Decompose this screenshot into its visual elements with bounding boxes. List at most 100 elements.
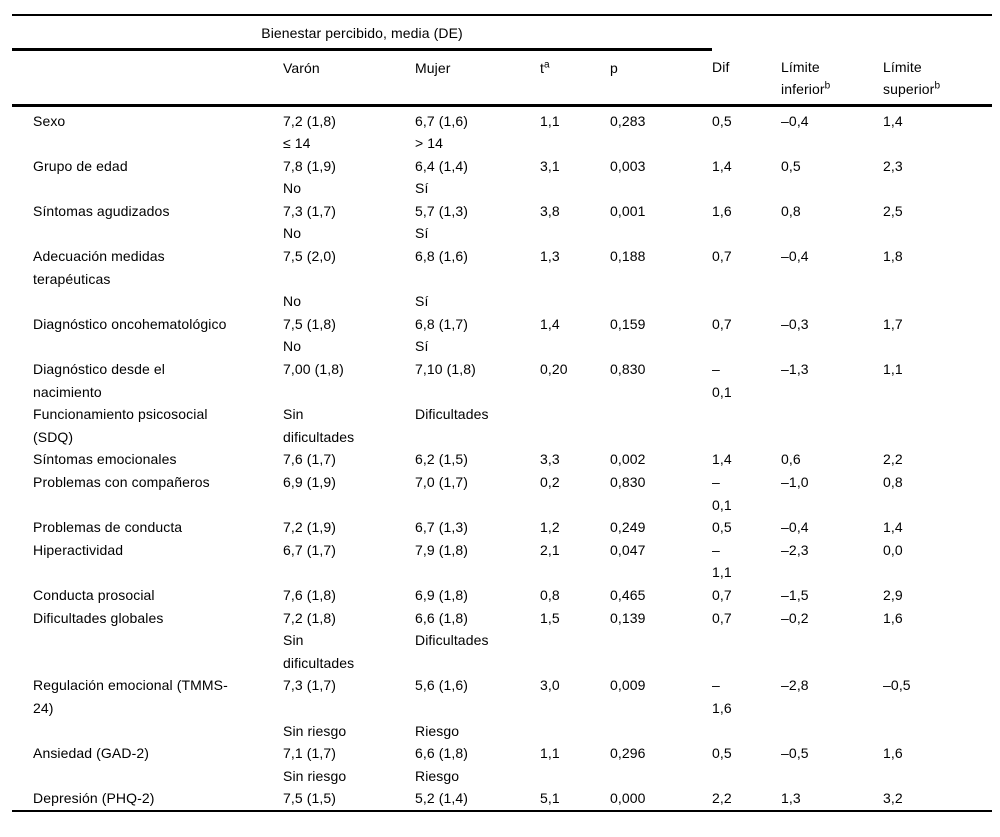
cell-p	[610, 177, 712, 200]
column-header-row: Varón Mujer ta p Dif Límite inferiorb Límite s…	[12, 49, 993, 107]
cell-mujer: Sí	[415, 225, 429, 242]
cell-limite-superior: 3,2	[883, 790, 903, 807]
cell-p: 0,047	[610, 541, 646, 558]
cell-dif: 0,7	[712, 586, 732, 603]
cell-t: 1,1	[540, 745, 560, 762]
cell-p: 0,003	[610, 157, 646, 174]
table-row: Sin riesgo Riesgo	[12, 765, 992, 788]
cell-limite-superior: 2,5	[883, 202, 903, 219]
cell-dif: 0,7	[712, 248, 732, 265]
cell-mujer: 5,2 (1,4)	[415, 790, 469, 807]
cell-limite-superior	[883, 765, 992, 788]
table-row: Funcionamiento psicosocial (SDQ) Sin difi…	[12, 403, 992, 448]
row-label	[12, 720, 283, 743]
table-row: Problemas con compañeros 6,9 (1,9) 7,0 (1,…	[12, 471, 992, 516]
cell-p: 0,009	[610, 677, 646, 694]
column-header-row-label	[12, 49, 283, 107]
table-row: Conducta prosocial 7,6 (1,8) 6,9 (1,8) 0,8 0…	[12, 584, 992, 607]
table-row: Síntomas emocionales 7,6 (1,7) 6,2 (1,5) 3,…	[12, 448, 992, 471]
cell-varon: 7,5 (1,8)	[283, 315, 337, 332]
cell-dif	[712, 720, 781, 743]
column-header-label: Varón	[283, 60, 320, 76]
cell-t: 0,2	[540, 474, 560, 490]
statistics-table: Bienestar percibido, media (DE) Varón Muj…	[12, 14, 993, 812]
cell-t: 1,3	[540, 248, 560, 265]
cell-limite-inferior: 0,8	[781, 202, 801, 219]
cell-limite-inferior: 0,5	[781, 157, 801, 174]
cell-varon: Sin riesgo	[283, 767, 347, 784]
column-header-varon: Varón	[283, 49, 415, 107]
spanner-heading: Bienestar percibido, media (DE)	[12, 15, 713, 51]
cell-mujer: 7,0 (1,7)	[415, 474, 469, 490]
cell-mujer: 6,6 (1,8)	[415, 745, 469, 762]
row-label	[12, 177, 283, 200]
cell-limite-superior: 1,8	[883, 248, 903, 265]
cell-varon: 7,5 (1,5)	[283, 790, 337, 807]
cell-varon: 7,3 (1,7)	[283, 677, 337, 694]
column-header-limite-superior: Límite superiorb	[883, 49, 993, 107]
cell-mujer: 5,6 (1,6)	[415, 677, 469, 694]
cell-mujer: Dificultades	[415, 406, 489, 423]
table-row: Hiperactividad 6,7 (1,7) 7,9 (1,8) 2,1 0,047…	[12, 539, 992, 584]
table-row: No Sí	[12, 335, 992, 358]
table-body: Sexo 7,2 (1,8) 6,7 (1,6) 1,1 0,283 0,5 –0,4 1,4…	[12, 105, 992, 811]
cell-limite-superior: 1,4	[883, 519, 903, 536]
cell-limite-inferior: –2,8	[781, 677, 809, 694]
row-label	[12, 629, 283, 674]
cell-p: 0,001	[610, 202, 646, 219]
cell-t: 3,8	[540, 202, 560, 219]
cell-limite-inferior: –2,3	[781, 541, 809, 558]
cell-varon: Sin dificultades	[283, 632, 355, 671]
cell-varon: Sin riesgo	[283, 722, 347, 739]
cell-t	[540, 290, 610, 313]
cell-varon: No	[283, 180, 302, 197]
cell-t	[540, 335, 610, 358]
cell-limite-inferior	[781, 335, 883, 358]
row-label	[12, 132, 283, 155]
cell-varon: 7,2 (1,8)	[283, 609, 337, 626]
table-row: Síntomas agudizados 7,3 (1,7) 5,7 (1,3) 3,8…	[12, 200, 992, 223]
cell-limite-inferior: –1,5	[781, 586, 809, 603]
cell-limite-superior	[883, 720, 992, 743]
table-row: ≤ 14 > 14	[12, 132, 992, 155]
row-label: Regulación emocional (TMMS- 24)	[33, 677, 228, 716]
cell-mujer: > 14	[415, 135, 444, 152]
cell-mujer: 6,6 (1,8)	[415, 609, 469, 626]
cell-limite-inferior	[781, 403, 883, 448]
cell-dif: 0,5	[712, 745, 732, 762]
cell-mujer: Sí	[415, 338, 429, 355]
cell-p: 0,283	[610, 112, 646, 129]
cell-varon: 6,9 (1,9)	[283, 474, 337, 490]
cell-dif: 1,4	[712, 157, 732, 174]
column-header-p: p	[610, 49, 713, 107]
column-header-mujer: Mujer	[415, 49, 540, 107]
cell-p	[610, 335, 712, 358]
row-label: Ansiedad (GAD-2)	[33, 745, 149, 762]
table-row: No Sí	[12, 290, 992, 313]
column-header-label: t	[540, 60, 544, 76]
document-page: { "table": { "spanner_heading": "Bienest…	[0, 14, 1000, 837]
cell-dif	[712, 629, 781, 674]
cell-limite-inferior	[781, 177, 883, 200]
cell-varon: 7,2 (1,8)	[283, 112, 337, 129]
cell-limite-superior: 1,6	[883, 745, 903, 762]
cell-t	[540, 629, 610, 674]
cell-limite-inferior: 1,3	[781, 790, 801, 807]
cell-varon: No	[283, 225, 302, 242]
cell-mujer: Riesgo	[415, 722, 460, 739]
table-row: No Sí	[12, 177, 992, 200]
cell-limite-superior: 1,4	[883, 112, 903, 129]
row-label: Grupo de edad	[33, 157, 128, 174]
column-header-t: ta	[540, 49, 610, 107]
table-row: No Sí	[12, 222, 992, 245]
cell-limite-inferior: –0,4	[781, 248, 809, 265]
cell-limite-inferior: –0,4	[781, 112, 809, 129]
cell-limite-superior: 2,2	[883, 451, 903, 468]
cell-dif: 0,5	[712, 112, 732, 129]
row-label: Hiperactividad	[33, 541, 124, 558]
table-row: Ansiedad (GAD-2) 7,1 (1,7) 6,6 (1,8) 1,1 0,2…	[12, 742, 992, 765]
cell-t	[540, 177, 610, 200]
cell-mujer: 7,10 (1,8)	[415, 361, 476, 378]
cell-dif	[712, 222, 781, 245]
cell-mujer: Sí	[415, 180, 429, 197]
